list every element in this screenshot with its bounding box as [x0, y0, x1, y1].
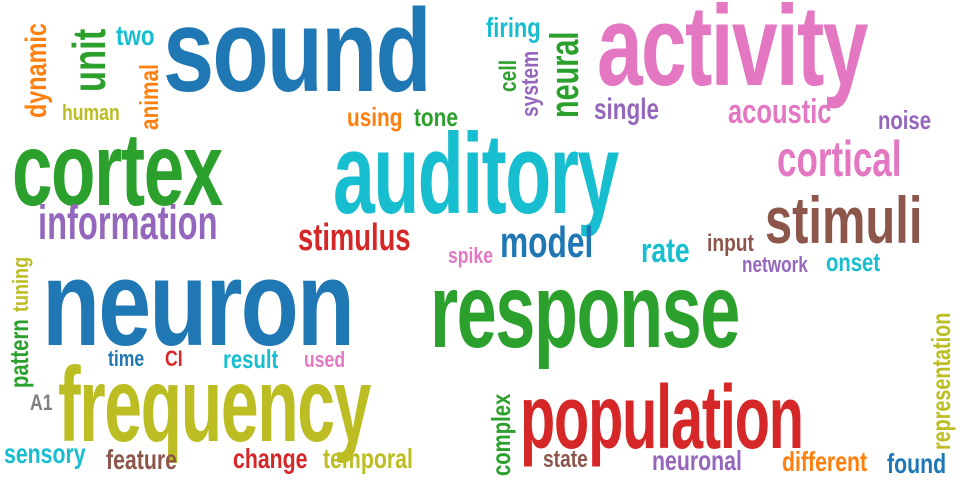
word-network: network [742, 252, 808, 277]
word-stimulus: stimulus [298, 217, 411, 259]
word-using: using [347, 102, 403, 132]
word-population: population [520, 368, 804, 468]
word-cortex: cortex [12, 112, 223, 228]
word-noise: noise [878, 105, 931, 135]
word-activity: activity [597, 0, 868, 110]
word-state: state [543, 446, 588, 473]
word-system: system [517, 50, 544, 117]
word-stimuli: stimuli [765, 183, 923, 257]
word-time: time [108, 346, 145, 371]
word-ci: CI [165, 346, 183, 371]
word-information: information [38, 197, 218, 250]
word-firing: firing [486, 12, 541, 43]
word-complex: complex [486, 393, 516, 476]
word-representation: representation [926, 312, 956, 450]
word-sensory: sensory [4, 438, 86, 469]
word-a1: A1 [30, 390, 53, 415]
word-single: single [594, 93, 660, 126]
word-acoustic: acoustic [728, 93, 832, 131]
word-rate: rate [641, 232, 690, 270]
word-cortical: cortical [777, 131, 902, 187]
word-input: input [707, 230, 754, 257]
word-neuronal: neuronal [652, 445, 742, 476]
word-tone: tone [414, 102, 458, 132]
word-auditory: auditory [333, 111, 619, 238]
word-change: change [233, 443, 308, 474]
word-feature: feature [106, 444, 177, 475]
word-found: found [887, 448, 947, 479]
word-neural: neural [543, 31, 587, 118]
word-spike: spike [448, 243, 494, 268]
word-dynamic: dynamic [20, 23, 53, 118]
word-sound: sound [163, 0, 432, 117]
word-temporal: temporal [323, 443, 413, 474]
word-frequency: frequency [58, 346, 371, 464]
word-pattern: pattern [4, 319, 34, 388]
word-human: human [62, 100, 120, 125]
word-different: different [782, 446, 868, 477]
word-response: response [430, 252, 740, 370]
word-neuron: neuron [42, 235, 355, 371]
word-used: used [304, 347, 346, 372]
word-model: model [500, 218, 594, 267]
word-result: result [223, 344, 279, 374]
word-tuning: tuning [8, 256, 33, 312]
word-two: two [116, 20, 155, 51]
word-animal: animal [134, 64, 164, 130]
word-onset: onset [826, 247, 881, 277]
word-unit: unit [63, 28, 115, 92]
